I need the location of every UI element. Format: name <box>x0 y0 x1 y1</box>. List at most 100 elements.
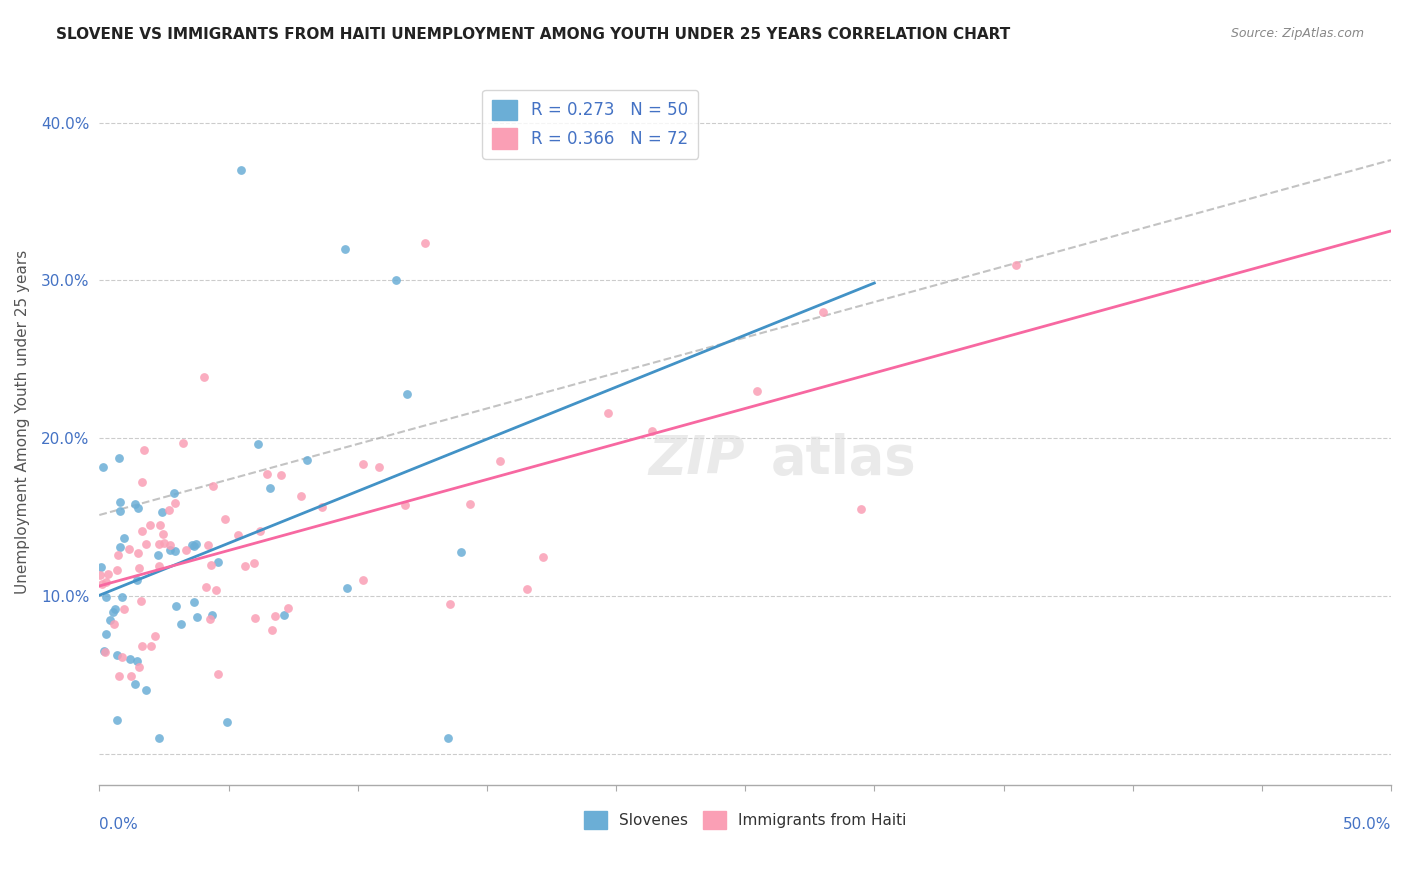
Point <box>120 669 142 683</box>
Point <box>125 654 148 668</box>
Point <box>96 591 118 605</box>
Point <box>131 524 153 539</box>
Point <box>107 548 129 562</box>
Point <box>243 611 266 625</box>
Point <box>186 609 208 624</box>
Point <box>247 437 270 451</box>
Point <box>352 457 374 471</box>
Point <box>1005 258 1028 272</box>
Point <box>98 613 121 627</box>
Point <box>249 524 271 539</box>
Point <box>120 652 142 666</box>
Point <box>108 495 131 509</box>
Point <box>311 500 333 515</box>
Point <box>125 574 148 588</box>
Point <box>233 558 256 573</box>
Text: ZIP: ZIP <box>648 433 745 484</box>
Point <box>131 594 153 608</box>
Point <box>143 629 166 643</box>
Point <box>135 682 157 697</box>
Point <box>395 387 418 401</box>
Legend: Slovenes, Immigrants from Haiti: Slovenes, Immigrants from Haiti <box>578 805 912 836</box>
Point <box>851 502 873 516</box>
Point <box>207 556 229 570</box>
Point <box>516 582 538 596</box>
Point <box>139 517 162 532</box>
Point <box>165 495 187 509</box>
Point <box>148 559 170 574</box>
Point <box>439 597 461 611</box>
Point <box>107 563 129 577</box>
Point <box>127 546 149 560</box>
Point <box>127 501 149 516</box>
Point <box>181 538 204 552</box>
Point <box>131 639 153 653</box>
Point <box>150 505 173 519</box>
Point <box>367 459 389 474</box>
Point <box>385 273 408 287</box>
Point <box>124 677 146 691</box>
Point <box>105 714 128 728</box>
Point <box>174 543 197 558</box>
Text: 50.0%: 50.0% <box>1343 816 1391 831</box>
Point <box>450 545 472 559</box>
Point <box>256 467 278 482</box>
Point <box>91 459 114 474</box>
Point <box>101 605 124 619</box>
Point <box>641 425 664 439</box>
Point <box>333 242 356 256</box>
Text: atlas: atlas <box>770 433 917 484</box>
Point <box>103 616 125 631</box>
Point <box>94 627 117 641</box>
Point <box>596 406 619 420</box>
Point <box>124 497 146 511</box>
Point <box>295 452 318 467</box>
Point <box>183 595 205 609</box>
Point <box>231 163 253 178</box>
Point <box>148 731 170 745</box>
Point <box>149 518 172 533</box>
Point <box>141 640 163 654</box>
Point <box>194 580 217 594</box>
Point <box>172 436 194 450</box>
Point <box>128 561 150 575</box>
Point <box>290 489 312 503</box>
Point <box>262 623 284 637</box>
Point <box>118 541 141 556</box>
Point <box>111 649 134 664</box>
Point <box>110 540 132 554</box>
Point <box>270 467 292 482</box>
Point <box>259 481 281 495</box>
Point <box>336 581 359 595</box>
Point <box>200 558 222 572</box>
Text: SLOVENE VS IMMIGRANTS FROM HAITI UNEMPLOYMENT AMONG YOUTH UNDER 25 YEARS CORRELA: SLOVENE VS IMMIGRANTS FROM HAITI UNEMPLO… <box>56 27 1011 42</box>
Y-axis label: Unemployment Among Youth under 25 years: Unemployment Among Youth under 25 years <box>15 251 30 594</box>
Point <box>170 617 193 632</box>
Point <box>112 601 135 615</box>
Point <box>413 235 436 250</box>
Point <box>276 601 298 615</box>
Point <box>165 544 187 558</box>
Point <box>489 454 512 468</box>
Point <box>183 539 205 553</box>
Point <box>263 608 285 623</box>
Point <box>104 601 127 615</box>
Point <box>811 305 834 319</box>
Point <box>215 714 238 729</box>
Point <box>93 644 115 658</box>
Point <box>159 542 181 557</box>
Point <box>90 577 112 591</box>
Point <box>273 608 295 623</box>
Point <box>111 590 134 604</box>
Point <box>157 503 180 517</box>
Point <box>107 451 129 466</box>
Point <box>153 536 176 550</box>
Point <box>134 443 156 458</box>
Point <box>226 527 249 541</box>
Point <box>205 582 228 597</box>
Text: Source: ZipAtlas.com: Source: ZipAtlas.com <box>1230 27 1364 40</box>
Point <box>200 608 222 623</box>
Point <box>90 560 112 574</box>
Point <box>198 612 221 626</box>
Point <box>135 537 157 551</box>
